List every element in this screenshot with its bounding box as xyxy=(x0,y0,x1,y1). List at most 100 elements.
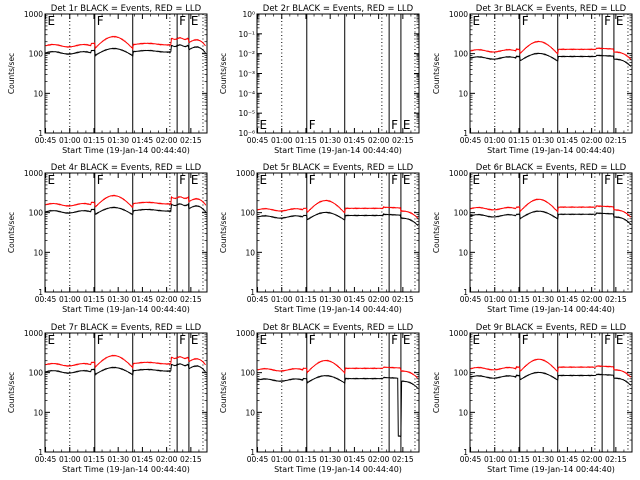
panel-title: Det 1r BLACK = Events, RED = LLD xyxy=(51,4,202,14)
x-tick-label: 01:30 xyxy=(532,136,554,145)
x-tick-label: 01:30 xyxy=(532,295,554,304)
y-axis-label: Counts/sec xyxy=(432,212,441,253)
x-tick-label: 02:15 xyxy=(392,136,414,145)
x-tick-label: 02:00 xyxy=(581,295,603,304)
y-tick-label: 1000 xyxy=(24,329,43,338)
x-tick-label: 00:45 xyxy=(247,455,269,464)
x-tick-label: 00:45 xyxy=(460,136,482,145)
y-tick-label: 10 xyxy=(33,408,43,417)
orbit-marker-f: F xyxy=(179,333,186,347)
x-tick-label: 02:00 xyxy=(156,455,178,464)
x-axis-label: Start Time (19-Jan-14 00:44:40) xyxy=(487,305,615,314)
x-tick-label: 02:15 xyxy=(392,295,414,304)
series-lld xyxy=(470,198,631,218)
x-tick-label: 01:45 xyxy=(132,295,154,304)
y-tick-label: 1 xyxy=(38,448,43,457)
y-tick-label: 1 xyxy=(250,448,255,457)
x-axis-label: Start Time (19-Jan-14 00:44:40) xyxy=(62,465,190,474)
series-lld xyxy=(470,40,632,60)
x-tick-label: 02:15 xyxy=(605,455,627,464)
detector-panel-4: Det 4r BLACK = Events, RED = LLD 1 10 100 10… xyxy=(7,163,208,314)
x-tick-label: 01:15 xyxy=(508,455,530,464)
panel-title: Det 8r BLACK = Events, RED = LLD xyxy=(263,323,414,333)
x-tick-label: 01:45 xyxy=(557,136,579,145)
y-axis-label: Counts/sec xyxy=(432,53,441,94)
orbit-marker-e: E xyxy=(473,14,481,28)
y-axis-label: Counts/sec xyxy=(219,372,228,413)
series-events xyxy=(45,202,207,216)
x-tick-label: 00:45 xyxy=(247,136,269,145)
y-tick-label: 10⁻⁶ xyxy=(238,129,255,138)
orbit-marker-f: F xyxy=(522,173,529,187)
series-lld xyxy=(45,194,207,208)
y-tick-label: 100 xyxy=(241,369,256,378)
y-tick-label: 1000 xyxy=(449,169,468,178)
x-tick-label: 02:15 xyxy=(392,455,414,464)
y-axis-label: Counts/sec xyxy=(432,372,441,413)
x-tick-label: 01:15 xyxy=(295,136,317,145)
y-tick-label: 1000 xyxy=(236,169,255,178)
series-events xyxy=(257,211,419,226)
series-events xyxy=(470,52,632,67)
orbit-marker-e: E xyxy=(48,333,56,347)
orbit-marker-f: F xyxy=(97,14,104,28)
y-tick-label: 10 xyxy=(245,408,255,417)
orbit-marker-f: F xyxy=(391,173,398,187)
y-tick-label: 100 xyxy=(29,209,44,218)
orbit-marker-f: F xyxy=(179,14,186,28)
x-tick-label: 01:00 xyxy=(484,295,506,304)
orbit-marker-f: F xyxy=(604,14,611,28)
x-tick-label: 01:30 xyxy=(532,455,554,464)
x-tick-label: 01:45 xyxy=(344,455,366,464)
x-tick-label: 01:45 xyxy=(557,455,579,464)
series-lld xyxy=(257,359,418,379)
x-tick-label: 01:00 xyxy=(484,455,506,464)
panel-title: Det 2r BLACK = Events, RED = LLD xyxy=(263,4,414,14)
series-events xyxy=(470,371,632,386)
x-tick-label: 00:45 xyxy=(460,295,482,304)
y-tick-label: 10⁻¹ xyxy=(238,30,255,39)
x-tick-label: 02:00 xyxy=(156,136,178,145)
x-tick-label: 01:15 xyxy=(83,295,105,304)
y-tick-label: 100 xyxy=(454,209,469,218)
x-tick-label: 01:45 xyxy=(344,295,366,304)
series-lld xyxy=(257,199,419,219)
x-tick-label: 02:00 xyxy=(368,295,390,304)
orbit-marker-e: E xyxy=(403,173,411,187)
orbit-marker-e: E xyxy=(48,14,56,28)
y-tick-label: 100 xyxy=(454,50,469,59)
orbit-marker-f: F xyxy=(97,173,104,187)
x-tick-label: 01:00 xyxy=(59,455,81,464)
orbit-marker-e: E xyxy=(191,14,199,28)
orbit-marker-f: F xyxy=(522,333,529,347)
y-tick-label: 10⁻³ xyxy=(238,70,255,79)
y-tick-label: 1000 xyxy=(449,329,468,338)
x-tick-label: 01:00 xyxy=(59,295,81,304)
orbit-marker-f: F xyxy=(309,173,316,187)
x-tick-label: 01:45 xyxy=(557,295,579,304)
series-events xyxy=(257,374,418,438)
x-axis-label: Start Time (19-Jan-14 00:44:40) xyxy=(274,146,402,155)
x-tick-label: 00:45 xyxy=(35,455,57,464)
x-tick-label: 01:30 xyxy=(107,295,129,304)
y-tick-label: 100 xyxy=(29,50,44,59)
y-tick-label: 100 xyxy=(241,209,256,218)
x-tick-label: 01:00 xyxy=(271,295,293,304)
x-tick-label: 01:30 xyxy=(319,136,341,145)
orbit-marker-e: E xyxy=(260,333,268,347)
x-tick-label: 01:30 xyxy=(107,136,129,145)
panel-title: Det 9r BLACK = Events, RED = LLD xyxy=(476,323,627,333)
x-axis-label: Start Time (19-Jan-14 00:44:40) xyxy=(62,305,190,314)
detector-panel-1: Det 1r BLACK = Events, RED = LLD 1 10 100 10… xyxy=(7,4,208,155)
y-tick-label: 1 xyxy=(250,288,255,297)
x-tick-label: 02:15 xyxy=(180,455,202,464)
series-events xyxy=(45,44,206,58)
x-tick-label: 02:00 xyxy=(368,136,390,145)
y-tick-label: 1000 xyxy=(24,10,43,19)
x-tick-label: 01:30 xyxy=(319,295,341,304)
y-tick-label: 100 xyxy=(454,369,469,378)
y-tick-label: 1 xyxy=(463,448,468,457)
x-axis-label: Start Time (19-Jan-14 00:44:40) xyxy=(274,305,402,314)
series-lld xyxy=(45,35,206,51)
